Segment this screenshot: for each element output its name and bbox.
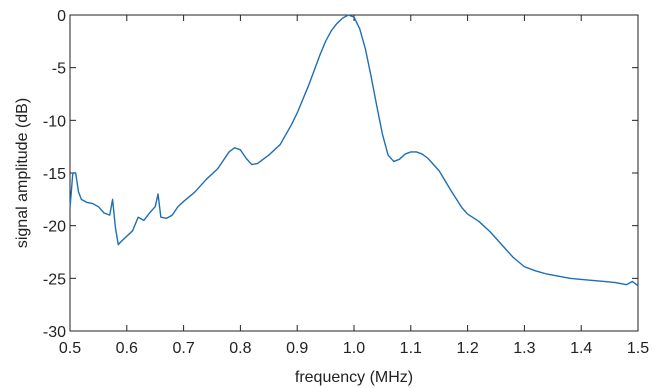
x-tick-label: 0.7 <box>172 340 194 357</box>
x-tick-label: 0.5 <box>59 340 81 357</box>
series-line <box>69 14 639 287</box>
ticks <box>69 14 639 332</box>
x-tick-label: 1.4 <box>570 340 592 357</box>
y-tick-label: 0 <box>57 8 66 25</box>
y-tick-label: -10 <box>43 113 66 130</box>
x-tick-label: 1.5 <box>627 340 649 357</box>
x-tick-label: 0.6 <box>116 340 138 357</box>
y-tick-label: -15 <box>43 166 66 183</box>
x-tick-label: 1.2 <box>456 340 478 357</box>
y-tick-label: -25 <box>43 271 66 288</box>
y-tick-label: -30 <box>43 324 66 341</box>
x-tick-label: 1.0 <box>343 340 365 357</box>
x-axis-title: frequency (MHz) <box>295 369 413 386</box>
x-tick-label: 0.9 <box>286 340 308 357</box>
y-tick-labels: 0 -5 -10 -15 -20 -25 -30 <box>43 8 66 341</box>
x-tick-label: 1.3 <box>513 340 535 357</box>
y-axis-title: signal amplitude (dB) <box>14 98 31 248</box>
x-tick-label: 1.1 <box>400 340 422 357</box>
y-tick-label: -20 <box>43 219 66 236</box>
x-tick-labels: 0.5 0.6 0.7 0.8 0.9 1.0 1.1 1.2 1.3 1.4 1.5 <box>59 340 649 357</box>
x-tick-label: 0.8 <box>229 340 251 357</box>
series-group <box>69 14 639 287</box>
plot-frame <box>69 14 639 332</box>
y-tick-label: -5 <box>52 61 66 78</box>
